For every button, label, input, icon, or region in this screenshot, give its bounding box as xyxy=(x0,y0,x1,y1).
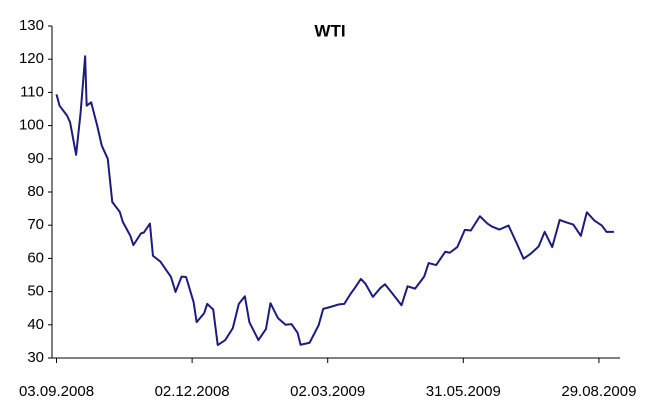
y-tick-label: 40 xyxy=(27,316,44,333)
x-tick-label: 29.08.2009 xyxy=(561,383,636,400)
data-line xyxy=(55,55,614,347)
x-tick-label: 03.09.2008 xyxy=(19,383,94,400)
y-tick-label: 30 xyxy=(27,349,44,366)
y-tick-label: 70 xyxy=(27,216,44,233)
y-tick-label: 50 xyxy=(27,283,44,300)
y-tick-label: 60 xyxy=(27,249,44,266)
y-tick-label: 100 xyxy=(19,117,44,134)
x-tick-label: 02.12.2008 xyxy=(155,383,230,400)
chart-title: WTI xyxy=(314,21,345,40)
x-tick-label: 31.05.2009 xyxy=(426,383,501,400)
x-tick-label: 02.03.2009 xyxy=(290,383,365,400)
y-tick-label: 90 xyxy=(27,150,44,167)
y-tick-label: 80 xyxy=(27,183,44,200)
y-tick-label: 110 xyxy=(20,83,44,100)
y-tick-label: 130 xyxy=(19,17,44,34)
y-tick-label: 120 xyxy=(19,50,44,67)
